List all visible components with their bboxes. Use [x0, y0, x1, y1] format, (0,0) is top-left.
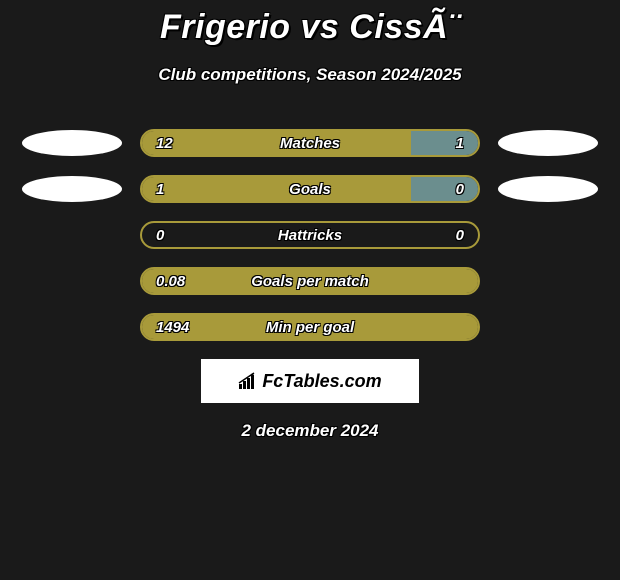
- stat-label: Hattricks: [278, 227, 342, 244]
- stats-container: 12 1 Matches 1 0 Goals 0 0 Hattricks 0.08 Goals pe…: [0, 129, 620, 341]
- bar-right-fill: [411, 177, 478, 201]
- stat-bar: 0.08 Goals per match: [140, 267, 480, 295]
- player-right-ellipse: [498, 130, 598, 156]
- stat-label: Matches: [280, 135, 340, 152]
- stat-value-left: 1494: [156, 319, 189, 336]
- stat-row: 1 0 Goals: [0, 175, 620, 203]
- stat-value-right: 1: [456, 135, 464, 152]
- stat-value-left: 12: [156, 135, 173, 152]
- bar-left-fill: [142, 131, 411, 155]
- player-left-ellipse: [22, 176, 122, 202]
- chart-icon: [238, 372, 258, 390]
- stat-label: Goals: [289, 181, 331, 198]
- stat-label: Goals per match: [251, 273, 369, 290]
- stat-value-left: 0.08: [156, 273, 185, 290]
- bar-right-fill: [411, 131, 478, 155]
- stat-value-right: 0: [456, 181, 464, 198]
- stat-value-left: 0: [156, 227, 164, 244]
- stat-label: Min per goal: [266, 319, 354, 336]
- stat-row: 0.08 Goals per match: [0, 267, 620, 295]
- stat-value-right: 0: [456, 227, 464, 244]
- stat-bar: 1 0 Goals: [140, 175, 480, 203]
- stat-row: 0 0 Hattricks: [0, 221, 620, 249]
- stat-row: 12 1 Matches: [0, 129, 620, 157]
- brand-text: FcTables.com: [262, 371, 381, 392]
- date-label: 2 december 2024: [0, 421, 620, 441]
- stat-value-left: 1: [156, 181, 164, 198]
- player-right-ellipse: [498, 176, 598, 202]
- page-title: Frigerio vs CissÃ¨: [0, 0, 620, 47]
- stat-bar: 12 1 Matches: [140, 129, 480, 157]
- stat-bar: 0 0 Hattricks: [140, 221, 480, 249]
- stat-bar: 1494 Min per goal: [140, 313, 480, 341]
- stat-row: 1494 Min per goal: [0, 313, 620, 341]
- player-left-ellipse: [22, 130, 122, 156]
- page-subtitle: Club competitions, Season 2024/2025: [0, 65, 620, 85]
- bar-left-fill: [142, 177, 411, 201]
- brand-logo: FcTables.com: [201, 359, 419, 403]
